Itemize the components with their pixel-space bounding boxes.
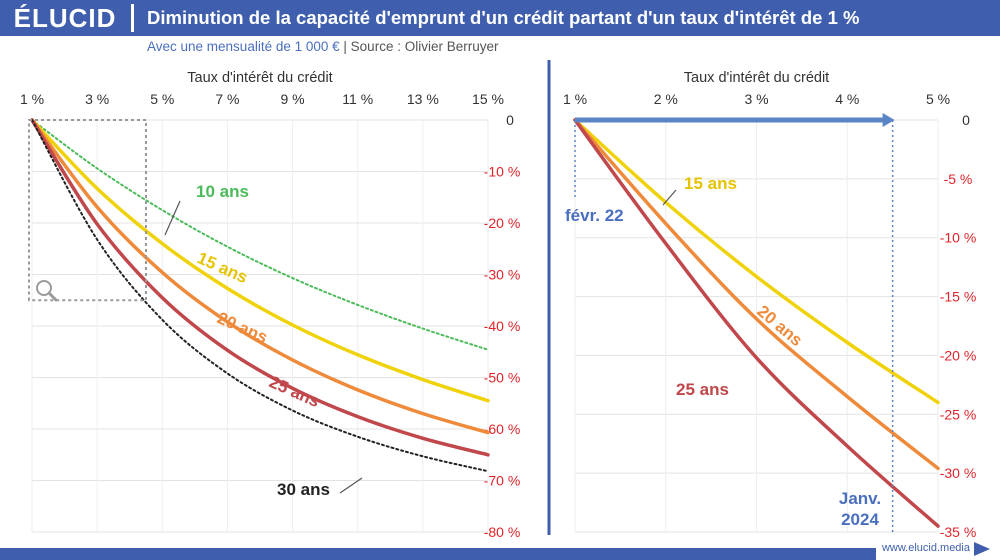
y-tick-label: -35 % [940, 524, 977, 540]
series-line-15-ans [573, 118, 940, 405]
series-line-25-ans [30, 118, 490, 457]
series-line-30-ans [31, 119, 489, 473]
y-tick-label: -25 % [940, 406, 977, 422]
magnifier-icon [36, 280, 58, 302]
logo-separator [131, 4, 134, 32]
chart-title: Diminution de la capacité d'emprunt d'un… [147, 7, 860, 28]
label-leader-line [339, 477, 363, 494]
subtitle-source: Source : Olivier Berruyer [350, 39, 499, 54]
y-tick-label: -5 % [944, 171, 973, 187]
arrow-right-icon [974, 542, 990, 556]
x-tick-label: 1 % [563, 91, 587, 107]
series-line-20-ans [30, 118, 490, 435]
zoom-region-box [28, 119, 147, 302]
y-tick-label: -30 % [484, 267, 521, 283]
magnifier-lens [36, 280, 52, 296]
x-tick-label: 9 % [281, 91, 305, 107]
series-label-20-ans: 20 ans [214, 308, 270, 347]
series-line-10-ans [31, 119, 489, 351]
label-leader-line [662, 189, 677, 206]
chart-panel-1: 0 -10 % -20 % -30 % -40 % -50 % -60 % -70 % -80 … [20, 70, 520, 540]
x-tick-label: 3 % [744, 91, 768, 107]
series-line-20-ans [573, 118, 940, 471]
series-line-15-ans [30, 118, 490, 403]
series-label-25-ans: 25 ans [676, 380, 729, 399]
magnifier-handle [47, 291, 58, 302]
header-bar: ÉLUCID Diminution de la capacité d'empru… [0, 0, 1000, 36]
y-tick-label: -15 % [940, 289, 977, 305]
x-axis-title: Taux d'intérêt du crédit [187, 70, 332, 86]
y-tick-label: -10 % [940, 230, 977, 246]
website-link[interactable]: www.elucid.media [875, 538, 1000, 560]
x-tick-label: 2 % [654, 91, 678, 107]
annotation-start-label: févr. 22 [565, 206, 624, 225]
label-leader-line [164, 200, 181, 236]
chart-panel-2: 0 -5 % -10 % -15 % -20 % -25 % -30 % -35 % 1 % 2 … [563, 70, 976, 540]
y-tick-label: -20 % [484, 215, 521, 231]
x-tick-label: 1 % [20, 91, 44, 107]
x-tick-label: 7 % [215, 91, 239, 107]
series-line-25-ans [573, 118, 940, 528]
chart-subtitle: Avec une mensualité de 1 000 € | Source … [147, 38, 498, 56]
y-tick-label: 0 [962, 112, 970, 128]
arrow-right-icon [882, 113, 895, 127]
x-tick-label: 4 % [835, 91, 859, 107]
y-tick-label: -70 % [484, 473, 521, 489]
series-label-10-ans: 10 ans [196, 182, 249, 201]
x-tick-label: 15 % [472, 91, 504, 107]
y-tick-label: -40 % [484, 318, 521, 334]
x-axis-title: Taux d'intérêt du crédit [684, 70, 829, 86]
elucid-logo: ÉLUCID [13, 3, 117, 33]
subtitle-separator: | [343, 39, 351, 54]
x-tick-label: 13 % [407, 91, 439, 107]
y-tick-label: -30 % [940, 465, 977, 481]
x-tick-label: 3 % [85, 91, 109, 107]
series-label-30-ans: 30 ans [277, 480, 330, 499]
x-tick-label: 5 % [926, 91, 950, 107]
footer-bar [0, 548, 1000, 560]
y-tick-label: -80 % [484, 524, 521, 540]
annotation-end-label: Janv. 2024 [839, 489, 881, 529]
y-tick-label: 0 [506, 112, 514, 128]
x-tick-label: 11 % [342, 91, 373, 107]
subtitle-main: Avec une mensualité de 1 000 € [147, 39, 340, 54]
series-label-15-ans: 15 ans [684, 174, 737, 193]
y-tick-label: -50 % [484, 370, 521, 386]
x-tick-label: 5 % [150, 91, 174, 107]
y-tick-label: -20 % [940, 347, 977, 363]
y-tick-label: -10 % [484, 164, 521, 180]
series-label-25-ans: 25 ans [266, 372, 322, 411]
y-tick-label: -60 % [484, 421, 521, 437]
